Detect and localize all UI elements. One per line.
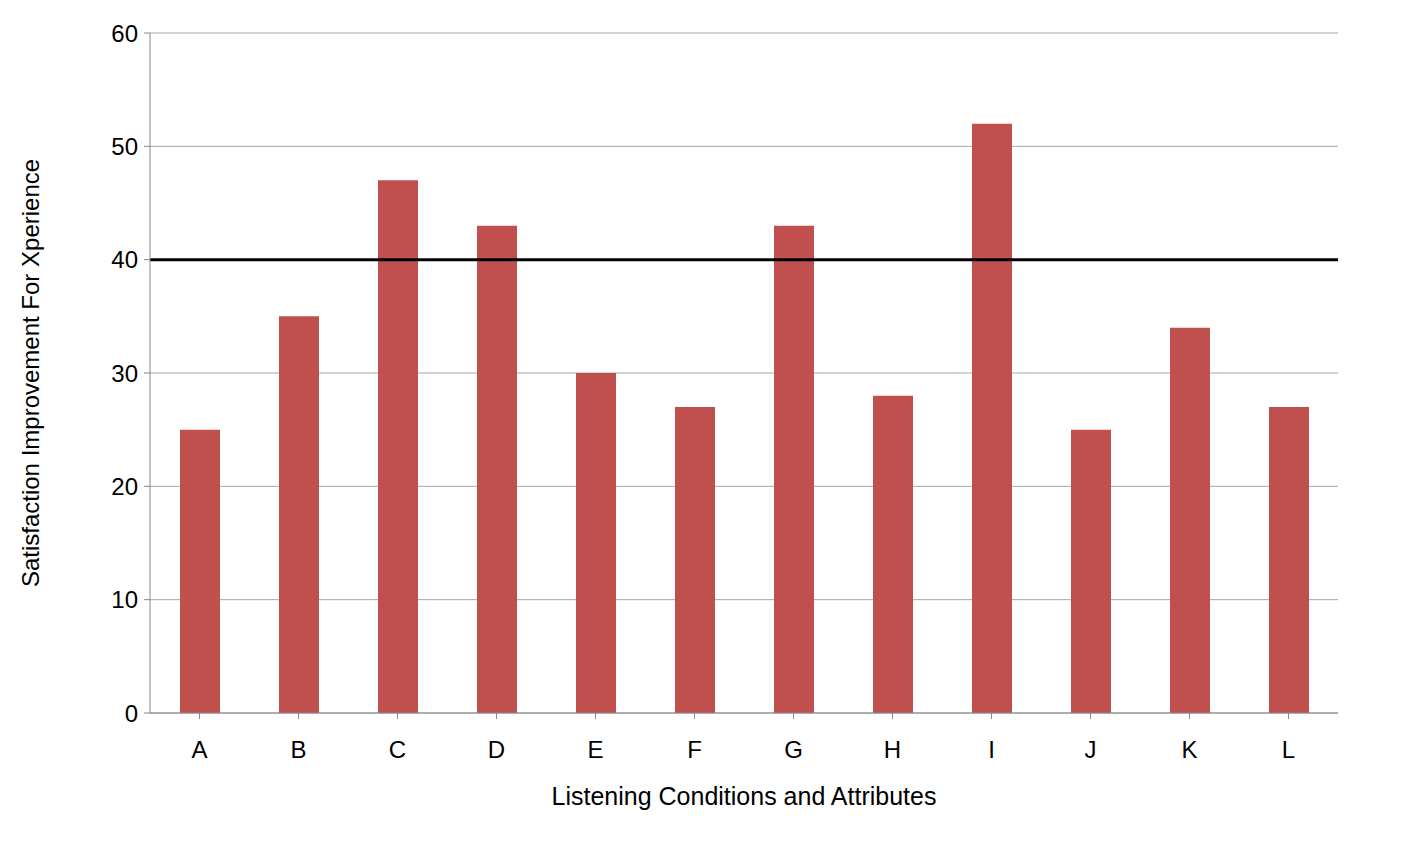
svg-text:60: 60 — [111, 20, 138, 47]
svg-text:40: 40 — [111, 246, 138, 273]
svg-text:10: 10 — [111, 586, 138, 613]
svg-text:0: 0 — [125, 700, 138, 727]
svg-text:J: J — [1085, 736, 1097, 763]
svg-text:30: 30 — [111, 360, 138, 387]
svg-text:Listening Conditions and Attri: Listening Conditions and Attributes — [552, 782, 937, 810]
svg-text:G: G — [784, 736, 803, 763]
svg-text:F: F — [687, 736, 702, 763]
svg-text:B: B — [290, 736, 306, 763]
svg-text:50: 50 — [111, 133, 138, 160]
svg-text:C: C — [389, 736, 406, 763]
svg-text:A: A — [191, 736, 207, 763]
svg-text:L: L — [1282, 736, 1295, 763]
svg-text:E: E — [587, 736, 603, 763]
svg-text:Satisfaction Improvement For X: Satisfaction Improvement For Xperience — [17, 159, 44, 587]
svg-text:K: K — [1181, 736, 1197, 763]
svg-text:20: 20 — [111, 473, 138, 500]
svg-text:D: D — [488, 736, 505, 763]
svg-text:H: H — [884, 736, 901, 763]
svg-text:I: I — [988, 736, 995, 763]
